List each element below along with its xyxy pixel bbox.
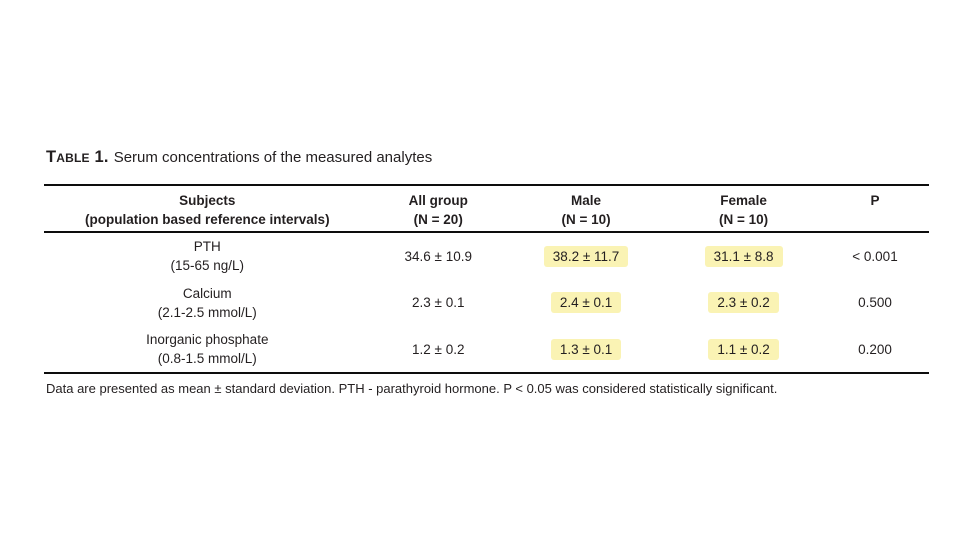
header-p: P (821, 184, 929, 233)
header-subjects-line2: (population based reference intervals) (85, 212, 330, 227)
header-female-line1: Female (720, 193, 767, 208)
analyte-reference-interval: (2.1-2.5 mmol/L) (157, 304, 257, 320)
p-value: 0.500 (858, 295, 892, 310)
p-value: 0.200 (858, 341, 892, 357)
cell-p-value: 0.500 (821, 279, 929, 326)
cell-all-group: 2.3 ± 0.1 (371, 279, 506, 326)
cell-male: 2.4 ± 0.1 (506, 279, 666, 326)
header-p-line1: P (870, 193, 880, 208)
female-value-highlighted: 1.1 ± 0.2 (708, 338, 779, 360)
male-value-highlighted: 38.2 ± 11.7 (543, 245, 629, 267)
header-male-line2: (N = 10) (561, 212, 611, 227)
cell-p-value: 0.200 (821, 326, 929, 374)
p-value: < 0.001 (852, 248, 898, 264)
header-female-line2: (N = 10) (718, 212, 769, 227)
table-row: Inorganic phosphate (0.8-1.5 mmol/L) 1.2… (44, 326, 929, 374)
cell-analyte: PTH (15-65 ng/L) (44, 232, 371, 279)
header-all-group-line1: All group (408, 193, 468, 208)
cell-analyte: Inorganic phosphate (0.8-1.5 mmol/L) (44, 326, 371, 374)
analyte-name: PTH (193, 239, 221, 254)
cell-female: 1.1 ± 0.2 (666, 326, 821, 374)
all-group-value: 2.3 ± 0.1 (412, 295, 465, 310)
cell-female: 31.1 ± 8.8 (666, 232, 821, 279)
analyte-name: Inorganic phosphate (146, 332, 269, 347)
header-male: Male (N = 10) (505, 184, 667, 233)
cell-all-group: 1.2 ± 0.2 (370, 326, 506, 374)
header-subjects: Subjects (population based reference int… (44, 184, 371, 233)
header-all-group: All group (N = 20) (370, 184, 506, 233)
analytes-table: Subjects (population based reference int… (44, 184, 929, 374)
table-caption-label: Table 1. (46, 148, 109, 166)
cell-male: 1.3 ± 0.1 (505, 326, 667, 374)
cell-analyte: Calcium (2.1-2.5 mmol/L) (44, 279, 371, 326)
analyte-name: Calcium (182, 285, 232, 301)
cell-all-group: 34.6 ± 10.9 (371, 232, 506, 279)
male-value-highlighted: 1.3 ± 0.1 (550, 338, 622, 360)
all-group-value: 34.6 ± 10.9 (404, 248, 472, 264)
cell-female: 2.3 ± 0.2 (666, 279, 821, 326)
header-male-line1: Male (571, 193, 602, 208)
female-value-highlighted: 2.3 ± 0.2 (708, 292, 779, 313)
female-value-highlighted: 31.1 ± 8.8 (704, 245, 783, 267)
male-value-highlighted: 2.4 ± 0.1 (550, 292, 622, 313)
header-all-group-line2: (N = 20) (413, 212, 463, 227)
table-row: Calcium (2.1-2.5 mmol/L) 2.3 ± 0.1 2.4 ±… (44, 279, 929, 326)
table-footnote: Data are presented as mean ± standard de… (46, 381, 778, 396)
table-caption-text: Serum concentrations of the measured ana… (113, 149, 433, 166)
table-caption: Table 1. Serum concentrations of the meas… (46, 148, 929, 167)
table-row: PTH (15-65 ng/L) 34.6 ± 10.9 38.2 ± 11.7… (44, 232, 929, 279)
cell-male: 38.2 ± 11.7 (506, 232, 666, 279)
header-female: Female (N = 10) (666, 184, 821, 233)
table-body: PTH (15-65 ng/L) 34.6 ± 10.9 38.2 ± 11.7… (44, 232, 929, 374)
header-row: Subjects (population based reference int… (44, 184, 929, 233)
cell-p-value: < 0.001 (821, 232, 929, 279)
all-group-value: 1.2 ± 0.2 (412, 341, 465, 357)
table-block: Table 1. Serum concentrations of the meas… (44, 148, 929, 397)
table-header: Subjects (population based reference int… (44, 184, 929, 233)
analyte-reference-interval: (15-65 ng/L) (170, 258, 245, 273)
analyte-reference-interval: (0.8-1.5 mmol/L) (157, 351, 257, 366)
header-subjects-line1: Subjects (179, 193, 236, 208)
